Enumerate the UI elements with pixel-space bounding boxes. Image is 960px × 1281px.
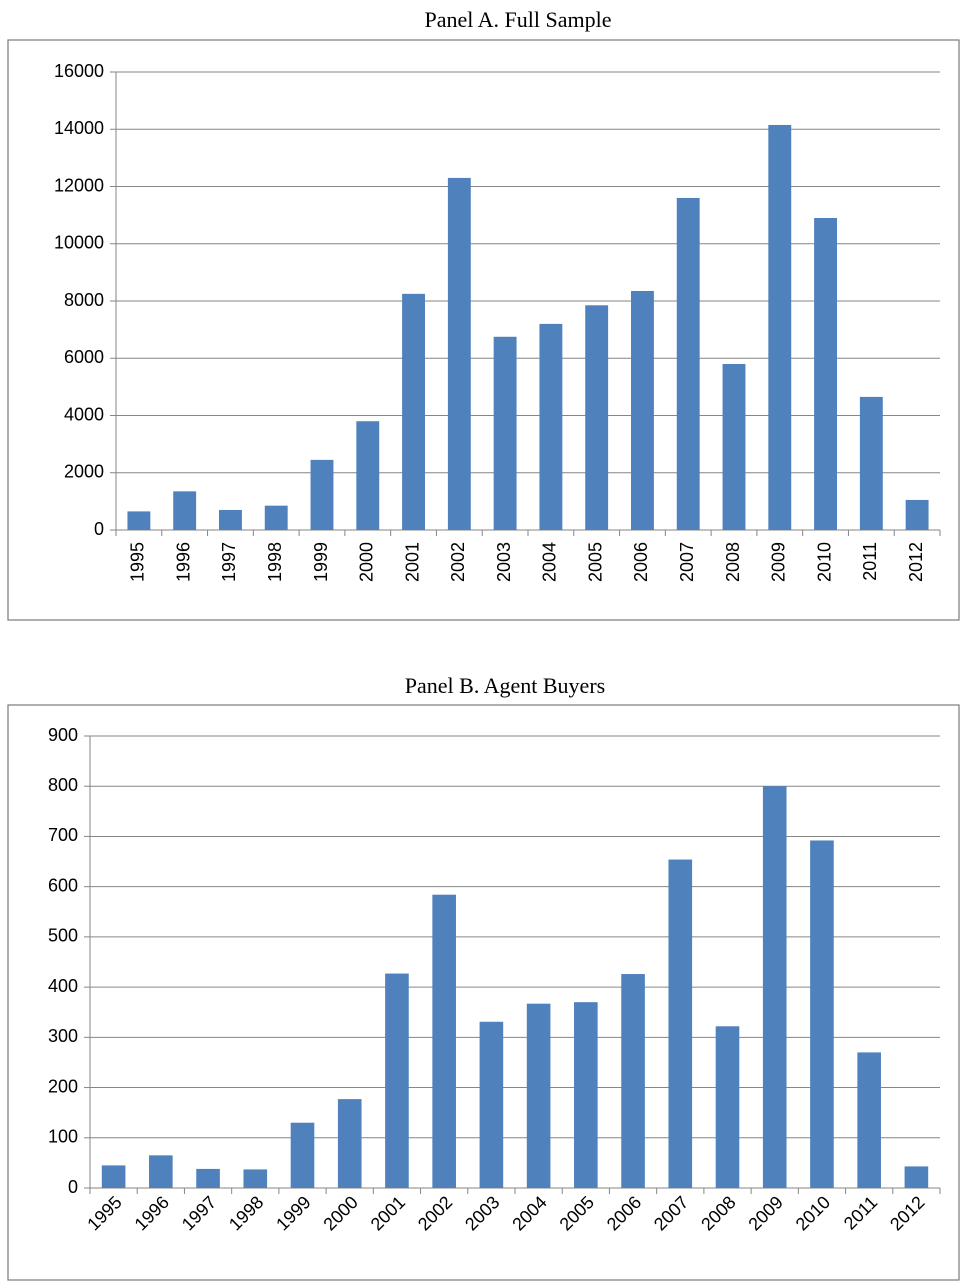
y-tick-label: 10000 [54,233,104,253]
x-tick-label: 2008 [723,542,743,582]
x-tick-label: 1995 [83,1192,125,1234]
x-tick-label: 1996 [173,542,193,582]
bar [337,1099,362,1188]
bar [676,197,700,530]
bar [479,1021,504,1188]
y-tick-label: 100 [48,1127,78,1147]
y-tick-label: 300 [48,1026,78,1046]
bar [574,1002,598,1188]
x-tick-label: 2011 [860,542,880,581]
bar [859,396,883,530]
bar [668,859,693,1188]
chart-frame [7,39,960,621]
chart-title: Panel A. Full Sample [425,7,612,32]
x-tick-label: 2010 [814,542,834,582]
x-tick-label: 2004 [540,542,560,582]
y-tick-label: 0 [68,1177,78,1197]
bar [219,509,242,530]
bar [310,459,334,530]
x-tick-label: 2000 [357,542,377,582]
bar [127,511,151,530]
bar [905,499,929,530]
y-tick-label: 8000 [64,290,104,310]
bar [722,363,746,530]
chart-frame [7,704,960,1281]
x-tick-label: 2005 [556,1192,598,1234]
x-tick-label: 1995 [128,542,148,582]
y-tick-label: 400 [48,976,78,996]
bar [762,786,787,1188]
x-tick-label: 2001 [367,1192,409,1234]
bar [385,973,409,1188]
bar [585,305,609,530]
chart-title: Panel B. Agent Buyers [405,673,605,698]
bar [173,491,197,530]
x-tick-label: 2006 [603,1192,645,1234]
bar [196,1168,220,1188]
x-tick-label: 1996 [131,1192,173,1234]
bar [264,505,288,530]
bar [814,217,837,531]
bar [402,293,425,530]
y-tick-label: 900 [48,725,78,745]
x-tick-label: 2003 [461,1192,503,1234]
y-tick-label: 700 [48,825,78,845]
bar [447,177,471,530]
bar [149,1155,173,1188]
y-tick-label: 600 [48,875,78,895]
bar [621,974,645,1188]
y-tick-label: 200 [48,1076,78,1096]
x-tick-label: 2009 [744,1192,786,1234]
x-tick-label: 2002 [414,1192,456,1234]
x-tick-label: 2002 [448,542,468,582]
x-tick-label: 2008 [697,1192,739,1234]
bar [810,840,834,1188]
x-tick-label: 2012 [886,1192,928,1234]
x-tick-label: 1999 [272,1192,314,1234]
x-tick-label: 2006 [631,542,651,582]
x-tick-label: 1997 [219,542,239,582]
x-tick-label: 1998 [225,1192,267,1234]
x-tick-label: 1999 [311,542,331,582]
x-tick-label: 2000 [319,1192,361,1234]
bar [631,290,654,530]
x-tick-label: 2009 [769,542,789,582]
bar [290,1122,315,1188]
y-tick-label: 12000 [54,175,104,195]
bar [493,336,517,530]
y-tick-label: 14000 [54,118,104,138]
y-tick-label: 6000 [64,347,104,367]
x-tick-label: 2012 [906,542,926,582]
y-tick-label: 0 [94,519,104,539]
y-tick-label: 4000 [64,404,104,424]
x-tick-label: 2007 [650,1192,692,1234]
x-tick-label: 2011 [840,1192,882,1234]
bar [432,894,456,1188]
bar [526,1003,551,1188]
x-tick-label: 2010 [792,1192,834,1234]
bar [715,1026,740,1188]
bar [768,124,792,531]
y-tick-label: 800 [48,775,78,795]
x-tick-label: 2003 [494,542,514,582]
bar [101,1165,126,1188]
x-tick-label: 1998 [265,542,285,582]
x-tick-label: 1997 [178,1192,220,1234]
bar [904,1166,929,1188]
bar [356,421,380,530]
bar [857,1052,881,1188]
y-tick-label: 500 [48,926,78,946]
x-tick-label: 2001 [402,542,422,582]
y-tick-label: 16000 [54,61,104,81]
y-tick-label: 2000 [64,462,104,482]
x-tick-label: 2004 [508,1192,550,1234]
x-tick-label: 2005 [585,542,605,582]
bar [539,323,563,530]
bar [243,1169,268,1188]
x-tick-label: 2007 [677,542,697,582]
